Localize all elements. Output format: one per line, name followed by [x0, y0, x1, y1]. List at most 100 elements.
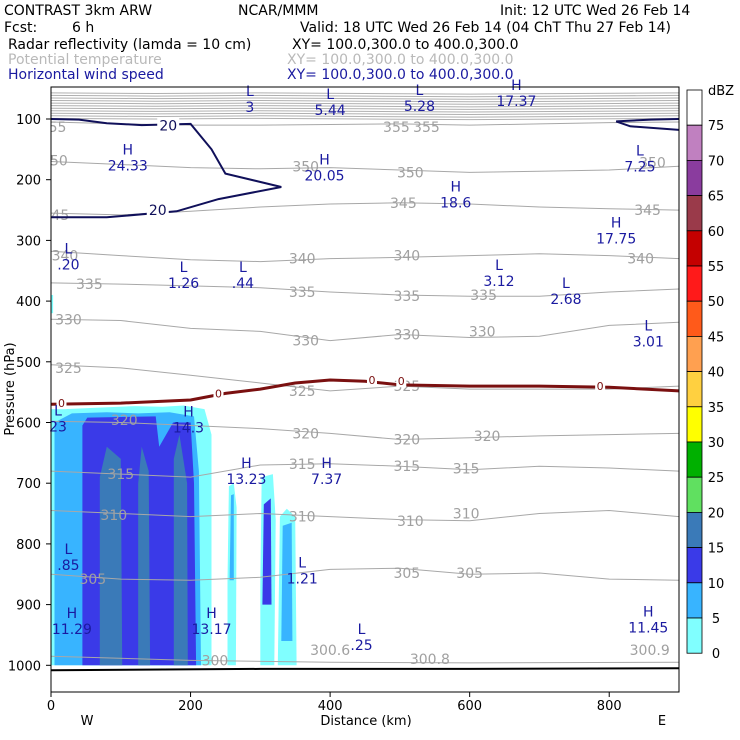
- zero-dbz-label: 0: [398, 375, 405, 388]
- y-tick-label: 1000: [8, 659, 41, 674]
- colorbar-swatch-15: [686, 512, 703, 549]
- field-reflectivity-name: Radar reflectivity (lamda = 10 cm): [8, 37, 252, 53]
- theta-label: 330: [469, 324, 496, 340]
- theta-label: 350: [292, 159, 319, 175]
- y-tick-label: 800: [16, 538, 41, 553]
- theta-label: 315: [107, 467, 134, 483]
- colorbar-swatch-35: [686, 371, 703, 408]
- extremum-value: 17.37: [496, 94, 536, 110]
- theta-label: 315: [453, 462, 480, 478]
- extremum-type-H: H: [67, 606, 78, 622]
- model-title: CONTRAST 3km ARW: [4, 3, 153, 19]
- theta-label: 305: [393, 566, 420, 582]
- theta-contour-300: [51, 655, 679, 664]
- extremum-type-H: H: [643, 605, 654, 621]
- colorbar-swatch-5: [686, 582, 703, 619]
- x-tick-label: 600: [457, 699, 482, 714]
- upper-theta-band: [51, 92, 679, 121]
- extremum-type-L: L: [644, 319, 652, 335]
- extremum-type-H: H: [241, 456, 252, 472]
- extremum-value: 24.33: [108, 159, 148, 175]
- extremum-value: .44: [232, 276, 254, 292]
- theta-upper-line: [51, 102, 679, 105]
- theta-contour-340: [51, 250, 679, 263]
- extremum-type-L: L: [54, 404, 62, 420]
- extremum-value: 1.26: [168, 276, 199, 292]
- colorbar-label: 75: [708, 119, 725, 134]
- colorbar-swatch-30: [686, 406, 703, 443]
- colorbar-label: 20: [708, 506, 725, 521]
- extremum-value: 5.44: [315, 103, 346, 119]
- reflectivity-layer: [51, 295, 297, 666]
- zero-dbz-layer: 0 0 0 0 0: [51, 374, 679, 410]
- theta-label: 335: [393, 289, 420, 305]
- zero-label-bg: [396, 375, 407, 388]
- y-tick-label: 700: [16, 477, 41, 492]
- zero-dbz-contour: [51, 378, 679, 406]
- theta-label: 300.9: [630, 643, 670, 659]
- extremum-type-H: H: [450, 180, 461, 196]
- theta-label: 335: [470, 288, 497, 304]
- extremum-type-L: L: [495, 258, 503, 274]
- theta-label: 320: [111, 413, 138, 429]
- theta-upper-line: [51, 94, 679, 98]
- colorbar-label: 30: [708, 436, 725, 451]
- theta-upper-line: [51, 117, 679, 121]
- theta-label: 355: [40, 120, 67, 136]
- zero-dbz-label: 0: [58, 397, 65, 410]
- extremum-type-L: L: [298, 555, 306, 571]
- colorbar-swatch-10: [686, 547, 703, 584]
- extremum-type-L: L: [239, 260, 247, 276]
- theta-label: 345: [43, 208, 70, 224]
- reflectivity-region-5: [281, 522, 293, 641]
- theta-label: 335: [76, 277, 103, 293]
- theta-label: 340: [393, 249, 420, 265]
- theta-contour-330: [51, 318, 679, 342]
- extremum-value: 7.37: [311, 472, 342, 488]
- colorbar-label: 15: [708, 542, 725, 557]
- colorbar-label: 35: [708, 401, 725, 416]
- reflectivity-region-15: [173, 434, 188, 666]
- y-tick-label: 400: [16, 295, 41, 310]
- extremum-type-L: L: [326, 87, 334, 103]
- theta-contour-320: [51, 420, 679, 441]
- reflectivity-region-0: [51, 295, 54, 314]
- extremum-value: 11.45: [628, 621, 668, 637]
- colorbar-label: 10: [708, 577, 725, 592]
- colorbar-label: 60: [708, 225, 725, 240]
- theta-label: 350: [41, 153, 68, 169]
- wind-speed-contour-20: [615, 118, 679, 131]
- y-tick-label: 100: [16, 113, 41, 128]
- extremum-type-L: L: [636, 143, 644, 159]
- zero-label-bg: [56, 397, 67, 410]
- extremum-type-L: L: [358, 622, 366, 638]
- colorbar-label: 50: [708, 295, 725, 310]
- theta-upper-line: [51, 107, 679, 110]
- extremum-type-L: L: [65, 542, 73, 558]
- colorbar-label: 5: [712, 612, 720, 627]
- colorbar-swatch-0: [686, 617, 703, 654]
- theta-label: 320: [292, 426, 319, 442]
- extremum-value: 13.23: [226, 472, 266, 488]
- colorbar-label: 40: [708, 366, 725, 381]
- extremum-value: 20.05: [304, 168, 344, 184]
- extremum-type-H: H: [611, 216, 622, 232]
- extremum-value: 23: [49, 420, 67, 436]
- theta-upper-line: [51, 97, 679, 100]
- valid-time: Valid: 18 UTC Wed 26 Feb 14 (04 ChT Thu …: [300, 20, 672, 36]
- zero-dbz-label: 0: [215, 387, 222, 400]
- colorbar-swatch-45: [686, 300, 703, 337]
- extremum-value: .25: [350, 638, 372, 654]
- extremum-value: 3: [245, 100, 254, 116]
- zero-dbz-label: 0: [597, 380, 604, 393]
- theta-label: 305: [456, 566, 483, 582]
- theta-label: 315: [289, 457, 316, 473]
- theta-contour-310: [51, 509, 679, 522]
- field-wind-xy: XY= 100.0,300.0 to 400.0,300.0: [287, 67, 514, 83]
- theta-label: 320: [393, 432, 420, 448]
- colorbar-label: 0: [712, 647, 720, 662]
- theta-label: 310: [289, 510, 316, 526]
- center-label: NCAR/MMM: [238, 3, 319, 19]
